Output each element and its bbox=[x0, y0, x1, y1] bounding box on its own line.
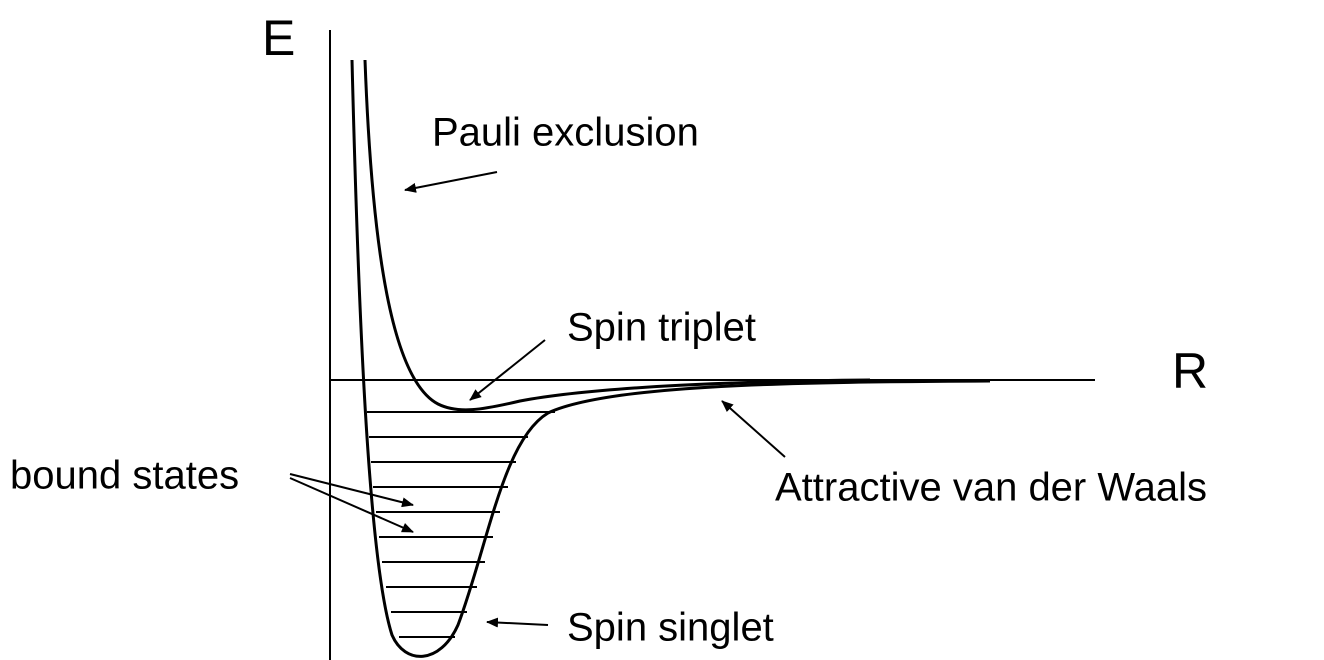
bound-label: bound states bbox=[10, 454, 239, 498]
vdw-label: Attractive van der Waals bbox=[775, 466, 1207, 510]
triplet-curve bbox=[363, 59, 871, 412]
r-label: R bbox=[1172, 343, 1208, 399]
pauli-label: Pauli exclusion bbox=[432, 111, 699, 155]
singlet-label: Spin singlet bbox=[567, 606, 774, 650]
arrow bbox=[469, 339, 546, 401]
e-label: E bbox=[262, 10, 295, 66]
singlet-curve bbox=[350, 59, 991, 658]
arrow bbox=[289, 473, 414, 508]
arrow bbox=[404, 171, 498, 193]
bound-state-levels bbox=[367, 411, 555, 638]
arrow bbox=[721, 400, 786, 458]
arrow bbox=[486, 617, 549, 628]
triplet-label: Spin triplet bbox=[567, 306, 756, 350]
arrow bbox=[289, 477, 414, 533]
